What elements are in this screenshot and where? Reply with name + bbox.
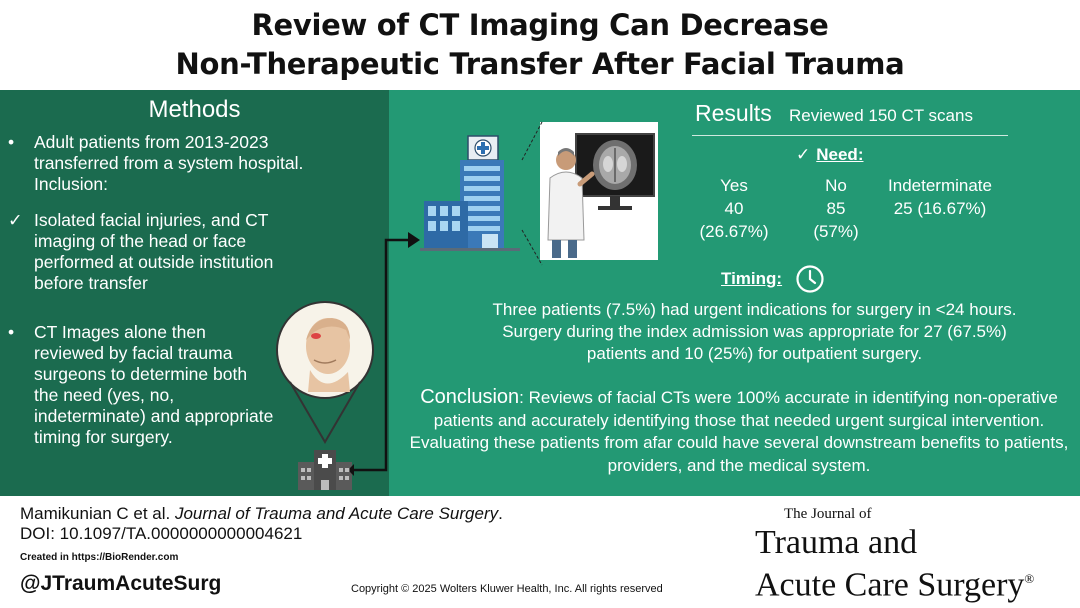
need-label: Need:	[816, 145, 864, 164]
timing-label: Timing:	[721, 269, 783, 288]
registered-mark: ®	[1024, 571, 1035, 586]
timing-line-3: patients and 10 (25%) for outpatient sur…	[586, 344, 923, 363]
need-yes-pct: (26.67%)	[699, 222, 769, 241]
methods-item-text: CT Images alone then reviewed by facial …	[34, 322, 274, 447]
results-panel: Results Reviewed 150 CT scans ✓ Need: Yes…	[389, 90, 1080, 496]
citation-authors: Mamikunian C et al.	[20, 504, 175, 523]
methods-item-text: Adult patients from 2013-2023 transferre…	[34, 132, 304, 194]
doctor-viewing-ct-icon	[540, 122, 658, 260]
methods-item-3: • CT Images alone then reviewed by facia…	[8, 322, 274, 448]
citation: Mamikunian C et al. Journal of Trauma an…	[20, 505, 503, 523]
page-title: Review of CT Imaging Can Decrease Non-Th…	[0, 6, 1080, 84]
conclusion-text: : Reviews of facial CTs were 100% accura…	[409, 388, 1069, 475]
conclusion-label: Conclusion	[420, 386, 520, 408]
clock-icon	[796, 265, 824, 293]
title-line-2: Non-Therapeutic Transfer After Facial Tr…	[175, 47, 905, 81]
need-indeterminate-count: 25 (16.67%)	[893, 199, 987, 218]
methods-item-1: • Adult patients from 2013-2023 transfer…	[8, 132, 338, 195]
doi-link[interactable]: DOI: 10.1097/TA.0000000000004621	[20, 524, 303, 543]
zoom-lines	[521, 121, 543, 266]
journal-logo-line-2-text: Acute Care Surgery	[755, 566, 1025, 604]
connector-arrow	[350, 232, 420, 476]
citation-end: .	[498, 504, 503, 523]
journal-logo-small: The Journal of	[784, 506, 872, 522]
methods-heading: Methods	[148, 96, 241, 123]
need-no-label: No	[825, 176, 847, 195]
timing-row: Timing:	[721, 264, 825, 296]
checkmark-icon: ✓	[8, 210, 23, 230]
need-yes-label: Yes	[720, 176, 748, 195]
methods-item-2: ✓ Isolated facial injuries, and CT imagi…	[8, 210, 318, 294]
location-pin-icon	[276, 301, 374, 444]
title-line-1: Review of CT Imaging Can Decrease	[251, 8, 829, 42]
results-divider	[692, 135, 1008, 136]
hospital-building-icon	[420, 135, 520, 251]
results-subheading: Reviewed 150 CT scans	[789, 106, 973, 125]
timing-text: Three patients (7.5%) had urgent indicat…	[389, 299, 1080, 365]
timing-line-2: Surgery during the index admission was a…	[502, 322, 1007, 341]
twitter-handle[interactable]: @JTraumAcuteSurg	[20, 572, 222, 595]
need-yes-column: Yes 40 (26.67%)	[691, 174, 777, 243]
journal-logo-line-2: Acute Care Surgery®	[755, 561, 1034, 603]
bullet-icon: •	[8, 132, 15, 152]
checkmark-icon: ✓	[796, 145, 811, 164]
methods-panel: Methods • Adult patients from 2013-2023 …	[0, 90, 389, 496]
need-yes-count: 40	[724, 199, 744, 218]
need-no-pct: (57%)	[813, 222, 859, 241]
copyright: Copyright © 2025 Wolters Kluwer Health, …	[351, 583, 663, 595]
need-no-column: No 85 (57%)	[805, 174, 867, 243]
patient-face-icon	[306, 318, 350, 392]
need-indeterminate-column: Indeterminate 25 (16.67%)	[875, 174, 1005, 220]
need-row: ✓ Need:	[796, 145, 863, 165]
methods-item-text: Isolated facial injuries, and CT imaging…	[34, 210, 274, 293]
need-indeterminate-label: Indeterminate	[888, 176, 992, 195]
journal-logo-line-1: Trauma and	[755, 524, 918, 561]
small-hospital-icon	[298, 450, 352, 490]
bullet-icon: •	[8, 322, 15, 342]
citation-journal: Journal of Trauma and Acute Care Surgery	[174, 504, 499, 523]
created-in-biorender[interactable]: Created in https://BioRender.com	[20, 552, 179, 563]
conclusion: Conclusion: Reviews of facial CTs were 1…	[401, 386, 1077, 477]
need-no-count: 85	[826, 199, 846, 218]
timing-line-1: Three patients (7.5%) had urgent indicat…	[492, 300, 1017, 319]
results-heading: Results	[695, 100, 772, 126]
